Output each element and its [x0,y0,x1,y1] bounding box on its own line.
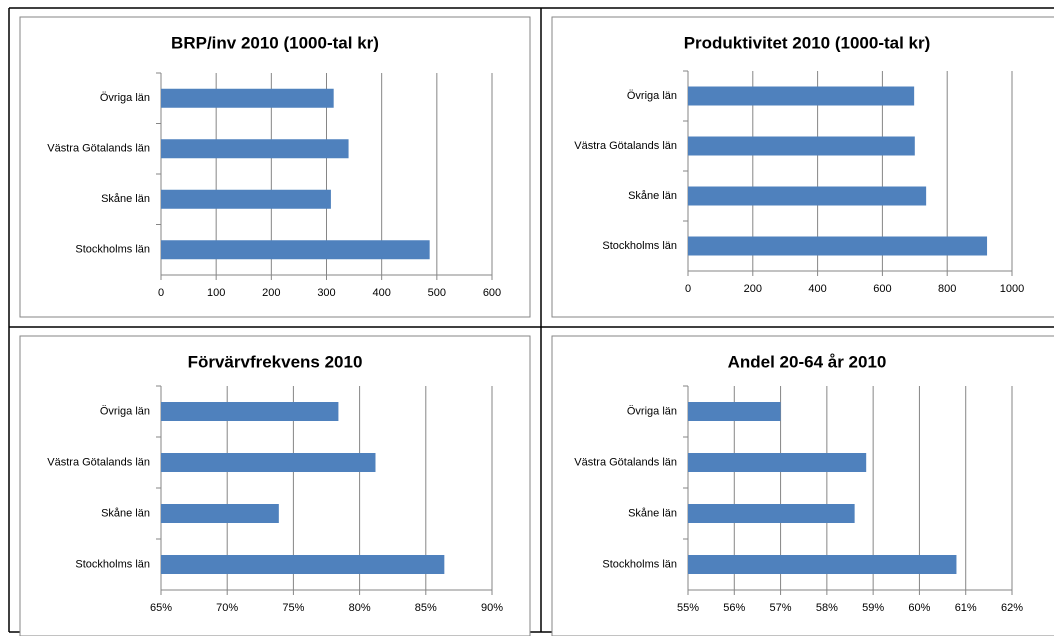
chart-area [551,335,1054,637]
x-tick-label: 70% [216,602,238,614]
x-tick-label: 200 [262,287,280,299]
x-tick-label: 57% [770,602,792,614]
category-label: Skåne län [628,190,677,202]
category-label: Övriga län [100,405,150,417]
x-tick-label: 65% [150,602,172,614]
category-label: Västra Götalands län [47,456,150,468]
bar [161,139,349,159]
category-label: Övriga län [627,90,677,102]
bar [161,189,331,209]
x-tick-label: 0 [685,283,691,295]
bar [161,88,334,108]
bar [688,402,781,421]
chart-area [19,16,531,318]
category-label: Stockholms län [602,240,677,252]
x-tick-label: 80% [349,602,371,614]
category-label: Västra Götalands län [47,143,150,155]
x-tick-label: 500 [428,287,446,299]
bar [161,240,430,260]
category-label: Skåne län [101,193,150,205]
category-label: Stockholms län [75,244,150,256]
bar [161,504,279,523]
bar [161,402,339,421]
category-label: Skåne län [628,507,677,519]
bar [161,453,376,472]
bar [161,555,445,574]
x-tick-label: 800 [938,283,956,295]
x-tick-label: 61% [955,602,977,614]
x-tick-label: 56% [723,602,745,614]
category-label: Västra Götalands län [574,140,677,152]
bar [688,504,855,523]
bar [688,453,867,472]
chart-title: Förvärvfrekvens 2010 [188,352,363,371]
bar [688,186,927,206]
category-label: Stockholms län [602,558,677,570]
bar [688,555,957,574]
category-label: Stockholms län [75,558,150,570]
chart-area [551,16,1054,318]
category-label: Övriga län [627,405,677,417]
category-label: Övriga län [100,92,150,104]
chart-title: Produktivitet 2010 (1000-tal kr) [684,33,931,52]
x-tick-label: 55% [677,602,699,614]
chart-title: Andel 20-64 år 2010 [728,352,887,371]
x-tick-label: 300 [317,287,335,299]
x-tick-label: 400 [372,287,390,299]
x-tick-label: 62% [1001,602,1023,614]
x-tick-label: 400 [808,283,826,295]
bar [688,136,915,156]
x-tick-label: 75% [282,602,304,614]
bar [688,236,988,256]
x-tick-label: 60% [908,602,930,614]
x-tick-label: 85% [415,602,437,614]
category-label: Västra Götalands län [574,456,677,468]
bar [688,86,915,106]
x-tick-label: 600 [873,283,891,295]
x-tick-label: 100 [207,287,225,299]
x-tick-label: 600 [483,287,501,299]
x-tick-label: 1000 [1000,283,1024,295]
category-label: Skåne län [101,507,150,519]
chart-title: BRP/inv 2010 (1000-tal kr) [171,33,379,52]
x-tick-label: 58% [816,602,838,614]
x-tick-label: 200 [744,283,762,295]
x-tick-label: 59% [862,602,884,614]
chart-area [19,335,531,637]
x-tick-label: 0 [158,287,164,299]
x-tick-label: 90% [481,602,503,614]
